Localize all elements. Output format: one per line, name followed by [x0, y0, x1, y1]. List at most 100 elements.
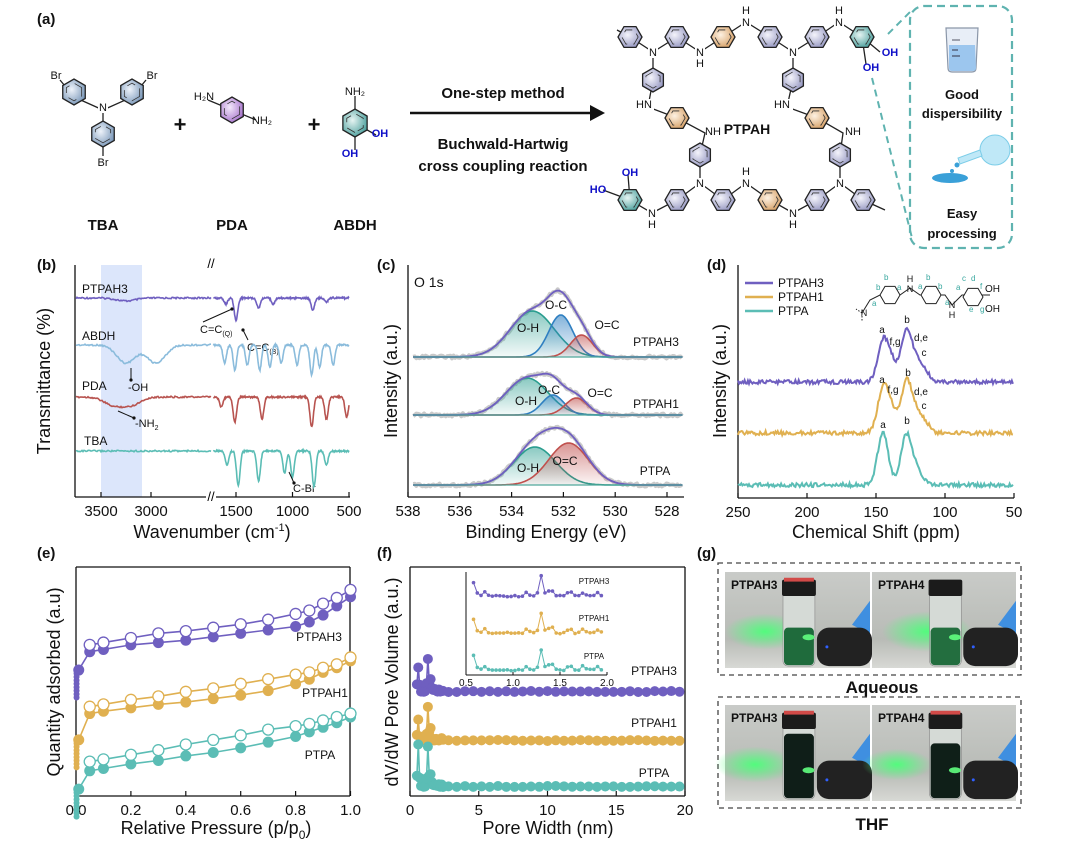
reaction-method: One-step method	[441, 85, 564, 102]
psd-point	[526, 735, 536, 746]
vial-cap	[928, 579, 963, 596]
adsorption-point	[180, 750, 192, 762]
peak-label: a	[879, 375, 885, 386]
vial-liquid	[930, 627, 961, 666]
atom-label: Br	[51, 70, 62, 82]
desorption-point	[179, 738, 192, 751]
inset-point	[509, 631, 513, 635]
inset-point	[577, 630, 581, 635]
series-label: PTPAH1	[302, 686, 348, 700]
inset-point	[535, 628, 540, 633]
psd-point	[625, 735, 635, 746]
panel-label-c: (c)	[377, 257, 395, 274]
benzene-ring	[757, 188, 783, 212]
inset-point	[577, 593, 581, 598]
series-label: PTPAH3	[296, 630, 342, 644]
vial-liquid	[784, 733, 814, 799]
inset-point	[543, 664, 547, 669]
psd-point	[413, 662, 424, 673]
desorption-point	[261, 723, 275, 736]
inset-point	[501, 668, 506, 672]
aromatic-bond	[668, 192, 686, 208]
dashed-callout-box	[908, 4, 1014, 250]
psd-point	[476, 686, 487, 697]
inset-point	[505, 668, 510, 672]
psd-point	[616, 781, 627, 792]
panel-f-pore-size: (f) dV/dW Pore Volume (a.u.) Pore Width …	[377, 545, 693, 838]
atom-label: N	[907, 284, 914, 294]
atom-bg	[835, 178, 845, 189]
psd-point	[443, 735, 454, 746]
adsorption-point	[73, 664, 85, 676]
laser-beam-spot	[802, 634, 815, 641]
atom-label: N	[99, 102, 107, 114]
laser-beam-spot	[802, 767, 815, 774]
vial-liquid	[930, 743, 961, 799]
inset-point	[580, 591, 585, 595]
inset-series-label: PTPA	[584, 652, 605, 661]
atom-bg	[98, 101, 108, 113]
psd-point	[413, 714, 424, 725]
series-label: PTPAH1	[631, 716, 677, 730]
panel-e-isotherms: (e) Quantity adsorbed (a.u) Relative Pre…	[37, 545, 361, 842]
component-label: O-C	[538, 383, 560, 397]
desorption-point	[234, 729, 247, 742]
inset-point	[479, 593, 483, 598]
atom-bg	[741, 178, 751, 189]
benzene-ring	[804, 188, 830, 212]
x-axis-label: Chemical Shift (ppm)	[792, 522, 960, 542]
psd-point	[559, 781, 569, 792]
inset-point	[554, 593, 559, 598]
panel-label-a: (a)	[37, 11, 55, 28]
ftir-trace-pda	[212, 394, 350, 428]
inset-point	[483, 664, 487, 669]
glove	[852, 600, 870, 635]
psd-point	[575, 686, 586, 697]
psd-point	[501, 686, 512, 697]
x-tick-label: 538	[395, 503, 420, 520]
x-tick-label: 5	[475, 802, 483, 819]
inset-point	[546, 663, 551, 667]
psd-point	[460, 781, 470, 792]
inset-point	[565, 590, 570, 595]
nmr-trace-ptpah1	[737, 375, 1014, 439]
desorption-point	[344, 583, 357, 597]
desorption-point	[124, 693, 138, 706]
site-label: a	[956, 283, 961, 292]
legend-label: PTPAH3	[778, 276, 824, 290]
inset-point	[554, 631, 559, 635]
inset-point	[479, 667, 483, 671]
psd-point	[559, 686, 569, 697]
adsorption-point	[152, 637, 164, 649]
psd-point	[468, 781, 479, 792]
benzene-ring	[62, 78, 86, 106]
inset-point	[475, 628, 480, 633]
psd-point	[501, 781, 512, 792]
inset-point	[539, 611, 543, 616]
x-tick-label: 0	[406, 802, 414, 819]
atom-label: OH	[985, 304, 1000, 315]
psd-point	[425, 723, 436, 734]
component-label: O=C	[587, 386, 612, 400]
adsorption-point	[84, 765, 96, 777]
x-axis-label: Binding Energy (eV)	[465, 522, 626, 542]
atom-bg	[846, 125, 862, 136]
adsorption-point	[180, 634, 192, 646]
desorption-point	[330, 658, 343, 671]
site-label: a	[918, 282, 923, 291]
adsorption-point	[290, 621, 302, 633]
inset-point	[490, 594, 495, 598]
inset-point	[483, 590, 487, 594]
psd-point	[460, 735, 470, 746]
y-axis-label: Intensity (a.u.)	[381, 324, 401, 438]
peak-label: b	[904, 416, 910, 427]
atom-label: N	[861, 308, 868, 318]
ftir-trace-pda	[75, 395, 212, 409]
atom-label: NH	[845, 126, 861, 138]
property-2-line1: Easy	[947, 206, 978, 221]
psd-point	[625, 781, 635, 792]
site-label: e	[969, 305, 974, 314]
inset-point	[509, 594, 513, 599]
